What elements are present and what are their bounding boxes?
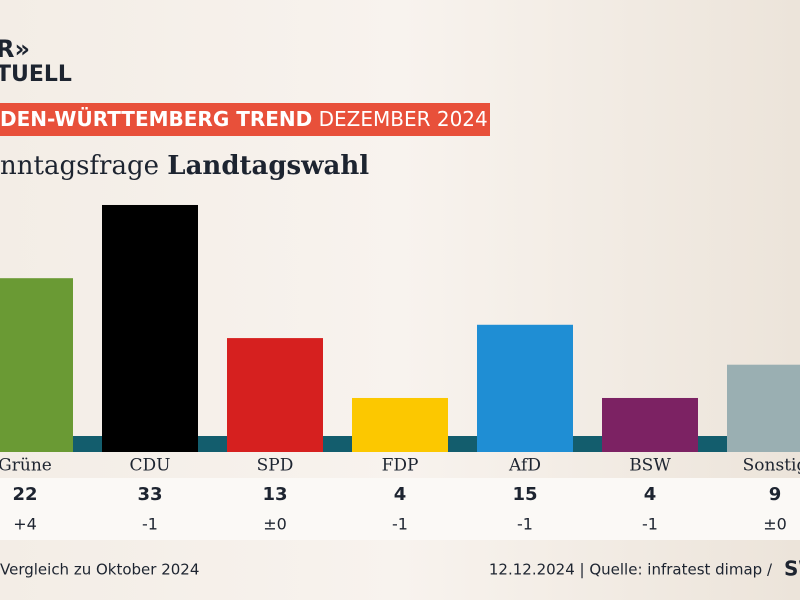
bar bbox=[352, 397, 448, 452]
source: 12.12.2024 | Quelle: infratest dimap / bbox=[489, 561, 773, 579]
value-label: 33 bbox=[137, 484, 162, 505]
banner bbox=[0, 103, 490, 136]
chart-title: nntagsfrage Landtagswahl bbox=[0, 151, 369, 181]
title-regular: nntagsfrage bbox=[0, 151, 159, 181]
x-tick-label: BSW bbox=[629, 456, 671, 476]
bar bbox=[102, 204, 198, 452]
x-tick-label: FDP bbox=[382, 456, 419, 476]
change-label: +4 bbox=[13, 515, 37, 534]
logo-bottom: TUELL bbox=[0, 62, 72, 87]
value-label: 4 bbox=[394, 484, 407, 505]
value-label: 9 bbox=[769, 484, 782, 505]
bar bbox=[727, 364, 800, 452]
change-label: -1 bbox=[517, 515, 533, 534]
x-tick-label: AfD bbox=[508, 456, 541, 476]
banner-text: DEN-WÜRTTEMBERG TREND DEZEMBER 2024 bbox=[0, 107, 488, 131]
change-label: ±0 bbox=[763, 515, 787, 534]
table-band bbox=[0, 478, 800, 540]
bar bbox=[0, 278, 73, 452]
x-tick-label: SPD bbox=[257, 456, 294, 476]
x-tick-label: CDU bbox=[130, 456, 171, 476]
x-tick-label: Grüne bbox=[0, 456, 52, 476]
value-label: 15 bbox=[512, 484, 537, 505]
bar bbox=[227, 338, 323, 452]
value-label: 13 bbox=[262, 484, 287, 505]
value-label: 4 bbox=[644, 484, 657, 505]
title-bold: Landtagswahl bbox=[167, 151, 369, 181]
bar bbox=[477, 324, 573, 452]
x-tick-label: Sonstig bbox=[743, 456, 800, 476]
banner-regular: DEZEMBER 2024 bbox=[319, 107, 488, 131]
change-label: -1 bbox=[142, 515, 158, 534]
change-label: -1 bbox=[392, 515, 408, 534]
banner-bold: DEN-WÜRTTEMBERG TREND bbox=[0, 107, 312, 131]
value-label: 22 bbox=[12, 484, 37, 505]
logo-top: R» bbox=[0, 35, 30, 63]
change-label: -1 bbox=[642, 515, 658, 534]
footnote: Vergleich zu Oktober 2024 bbox=[0, 561, 199, 579]
change-label: ±0 bbox=[263, 515, 287, 534]
bar bbox=[602, 397, 698, 452]
brand: SW bbox=[784, 557, 800, 581]
